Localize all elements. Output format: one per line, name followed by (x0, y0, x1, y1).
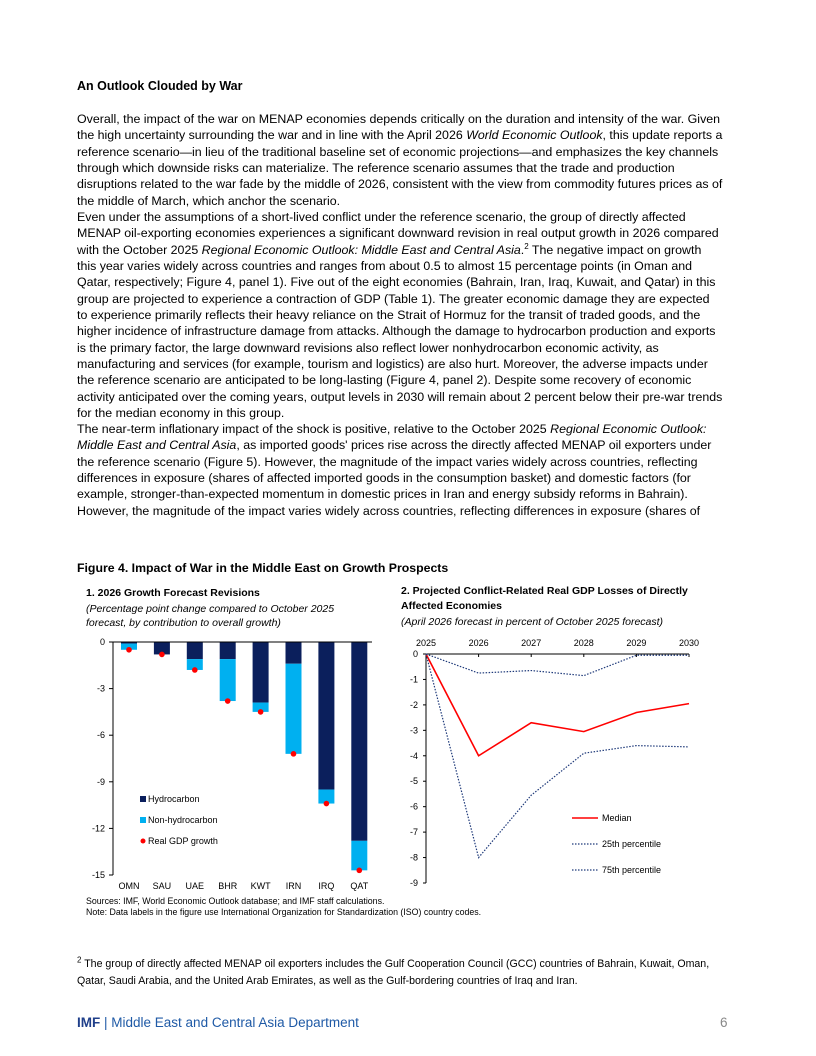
legend-label: Median (602, 813, 632, 823)
department-name: Middle East and Central Asia Department (111, 1015, 359, 1030)
text: Overall, the impact of the war on MENAP … (77, 112, 721, 143)
legend-swatch (140, 817, 146, 823)
y-tick-label: -2 (410, 700, 418, 710)
footnote-mark: 2 (77, 955, 82, 965)
y-tick-label: -9 (97, 777, 105, 787)
y-tick-label: 0 (413, 649, 418, 659)
footnote: 2 The group of directly affected MENAP o… (77, 956, 727, 990)
gdp-growth-dot (159, 651, 165, 658)
y-tick-label: -5 (410, 776, 418, 786)
bar-hydrocarbon (318, 642, 335, 790)
bar-non-hydrocarbon (121, 643, 137, 650)
x-tick-label: 2030 (679, 638, 699, 648)
line-median (425, 653, 690, 757)
x-tick-label: 2025 (416, 638, 436, 648)
bar-non-hydrocarbon (252, 702, 269, 712)
gdp-growth-dot (356, 867, 363, 874)
bar-hydrocarbon (285, 642, 302, 664)
x-tick-label: 2027 (521, 638, 541, 648)
y-tick-label: -1 (410, 674, 418, 684)
legend-dot (140, 838, 146, 844)
footnote-ref[interactable]: 2 (524, 241, 529, 251)
legend-label: 25th percentile (602, 839, 661, 849)
x-tick-label: BHR (218, 881, 238, 891)
bar-non-hydrocarbon (351, 840, 368, 871)
bar-hydrocarbon (219, 642, 236, 660)
gdp-growth-dot (126, 646, 132, 653)
panel2-title: 2. Projected Conflict-Related Real GDP L… (401, 585, 688, 612)
gdp-growth-dot (290, 751, 297, 757)
legend-label: 75th percentile (602, 865, 661, 875)
x-tick-label: IRN (286, 881, 302, 891)
imf-logo: IMF (77, 1015, 101, 1030)
figure-sources: Sources: IMF, World Economic Outlook dat… (86, 896, 481, 918)
legend-label: Non-hydrocarbon (148, 815, 218, 825)
bar-non-hydrocarbon (219, 659, 236, 702)
panel1-title: 1. 2026 Growth Forecast Revisions (86, 587, 260, 599)
legend-swatch (140, 796, 146, 802)
separator: | (100, 1015, 112, 1030)
section-heading: An Outlook Clouded by War (77, 79, 243, 93)
y-tick-label: -3 (97, 684, 105, 694)
y-tick-label: 0 (100, 637, 105, 647)
y-tick-label: -8 (410, 853, 418, 863)
y-tick-label: -9 (410, 878, 418, 888)
y-tick-label: -4 (410, 751, 418, 761)
x-tick-label: OMN (119, 881, 140, 891)
x-tick-label: 2026 (469, 638, 489, 648)
panel2-subtitle: (April 2026 forecast in percent of Octob… (401, 616, 664, 628)
publication-title: Regional Economic Outlook: Middle East a… (77, 422, 707, 453)
x-tick-label: UAE (186, 881, 205, 891)
y-tick-label: -12 (92, 823, 105, 833)
paragraph-2: Even under the assumptions of a short-li… (77, 209, 723, 421)
text: . (520, 242, 525, 257)
bar-hydrocarbon (121, 642, 137, 644)
y-tick-label: -3 (410, 725, 418, 735)
legend-label: Real GDP growth (148, 836, 218, 846)
bar-hydrocarbon (186, 642, 203, 660)
publication-title: Regional Economic Outlook: Middle East a… (201, 242, 521, 257)
y-tick-label: -15 (92, 870, 105, 880)
x-tick-label: SAU (153, 881, 172, 891)
bar-non-hydrocarbon (318, 789, 335, 804)
gdp-growth-dot (224, 698, 231, 704)
y-tick-label: -6 (410, 802, 418, 812)
gdp-growth-dot (323, 800, 330, 807)
x-tick-label: 2029 (626, 638, 646, 648)
x-tick-label: 2028 (574, 638, 594, 648)
publication-title: World Economic Outlook (466, 128, 603, 143)
page-footer: IMF | Middle East and Central Asia Depar… (77, 1015, 359, 1030)
panel1-subtitle: (Percentage point change compared to Oct… (86, 603, 335, 629)
x-tick-label: IRQ (318, 881, 334, 891)
line-25th-percentile (425, 653, 690, 859)
legend-label: Hydrocarbon (148, 794, 200, 804)
bar-hydrocarbon (153, 642, 170, 655)
figure-title: Figure 4. Impact of War in the Middle Ea… (77, 561, 449, 575)
text: The negative impact on growth this year … (77, 242, 723, 421)
text: The near-term inflationary impact of the… (77, 422, 551, 436)
line-75th-percentile (425, 653, 689, 677)
sources-text: Sources: IMF, World Economic Outlook dat… (86, 896, 385, 906)
text: , this update reports a reference scenar… (77, 128, 723, 208)
note-text: Note: Data labels in the figure use Inte… (86, 907, 482, 917)
x-tick-label: QAT (350, 881, 368, 891)
paragraph-3: The near-term inflationary impact of the… (77, 421, 723, 519)
text: , as imported goods' prices rise across … (77, 438, 712, 518)
bar-hydrocarbon (351, 642, 368, 841)
y-tick-label: -6 (97, 730, 105, 740)
footnote-text: The group of directly affected MENAP oil… (77, 958, 710, 987)
text: Even under the assumptions of a short-li… (77, 210, 719, 257)
gdp-growth-dot (192, 667, 198, 673)
gdp-growth-dot (257, 709, 264, 715)
x-tick-label: KWT (251, 881, 271, 891)
bar-non-hydrocarbon (285, 663, 302, 754)
y-tick-label: -7 (410, 827, 418, 837)
bar-non-hydrocarbon (186, 659, 203, 670)
paragraph-1: Overall, the impact of the war on MENAP … (77, 111, 723, 209)
page-number: 6 (720, 1015, 728, 1030)
bar-hydrocarbon (252, 642, 269, 703)
